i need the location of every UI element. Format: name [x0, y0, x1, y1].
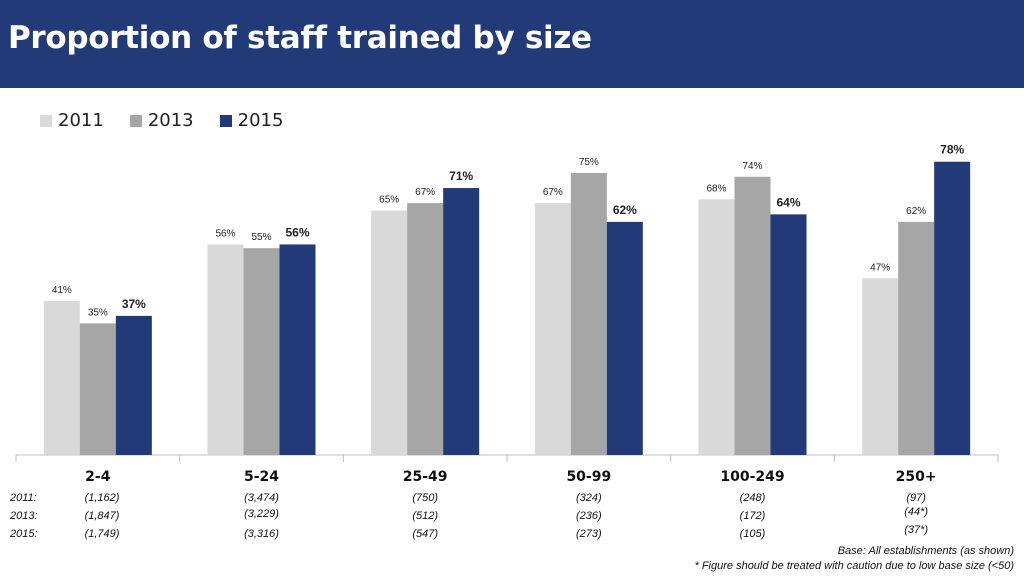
base-size-cell: (44*) — [904, 506, 929, 518]
base-size-cell: (1,749) — [84, 528, 120, 540]
base-row-label-2013: 2013: — [10, 510, 38, 522]
base-row-label-2011: 2011: — [10, 492, 37, 504]
bar-2015-250+ — [934, 161, 971, 455]
category-label-250+: 250+ — [896, 469, 937, 485]
data-label-2013-100-249: 74% — [742, 161, 762, 172]
data-label-2011-25-49: 65% — [379, 195, 399, 206]
legend-label-2013: 2013 — [147, 110, 194, 131]
bar-2011-250+ — [862, 278, 899, 455]
base-size-cell: (512) — [412, 510, 438, 522]
footnotes: Base: All establishments (as shown) * Fi… — [695, 544, 1015, 574]
legend-swatch-2013 — [129, 114, 142, 127]
base-size-cell: (37*) — [904, 524, 929, 536]
category-label-100-249: 100-249 — [720, 469, 784, 485]
legend-label-2011: 2011 — [58, 110, 104, 131]
base-size-cell: (324) — [575, 492, 602, 504]
bar-2011-100-249 — [698, 199, 735, 455]
data-label-2011-250+: 47% — [870, 262, 890, 273]
bar-2011-5-24 — [207, 244, 244, 455]
bar-2015-5-24 — [279, 244, 316, 455]
legend-item-2015: 2015 — [219, 110, 284, 131]
legend-label-2015: 2015 — [237, 110, 284, 131]
legend-item-2013: 2013 — [129, 110, 194, 131]
data-label-2013-250+: 62% — [906, 206, 926, 217]
bar-2015-100-249 — [770, 214, 807, 455]
base-size-cell: (236) — [575, 510, 602, 522]
data-label-2013-50-99: 75% — [579, 157, 599, 168]
base-row-label-2015: 2015: — [10, 528, 38, 540]
data-label-2011-5-24: 56% — [215, 228, 235, 239]
data-label-2013-2-4: 35% — [88, 307, 108, 318]
data-label-2015-250+: 78% — [940, 143, 964, 157]
data-label-2015-100-249: 64% — [776, 195, 800, 209]
category-label-2-4: 2-4 — [85, 469, 111, 485]
data-label-2015-25-49: 71% — [449, 169, 473, 183]
base-size-cell: (273) — [575, 528, 602, 540]
category-label-50-99: 50-99 — [566, 469, 611, 485]
bar-2013-2-4 — [79, 323, 116, 455]
base-size-cell: (3,474) — [244, 492, 279, 504]
category-label-25-49: 25-49 — [403, 469, 448, 485]
data-label-2011-50-99: 67% — [543, 187, 563, 198]
legend: 2011 2013 2015 — [40, 110, 283, 131]
page-title: Proportion of staff trained by size — [8, 20, 592, 56]
base-size-cell: (547) — [412, 528, 438, 540]
base-size-table: 2011: 2013: 2015: (1,162) (3,474) (750) (32… — [0, 492, 1024, 544]
data-label-2015-50-99: 62% — [613, 203, 637, 217]
legend-swatch-2015 — [219, 114, 232, 127]
bar-2015-25-49 — [443, 188, 480, 456]
bar-2013-50-99 — [570, 173, 607, 455]
base-note: Base: All establishments (as shown) — [837, 545, 1014, 557]
base-size-cell: (750) — [412, 492, 438, 504]
category-label-5-24: 5-24 — [244, 469, 279, 485]
bar-2011-25-49 — [371, 210, 408, 455]
data-label-2015-5-24: 56% — [285, 225, 309, 239]
data-label-2011-100-249: 68% — [706, 183, 726, 194]
legend-item-2011: 2011 — [40, 110, 104, 131]
bar-2015-50-99 — [606, 221, 643, 455]
bar-2013-5-24 — [243, 248, 280, 455]
base-size-cell: (97) — [906, 492, 926, 504]
base-size-cell: (172) — [739, 510, 766, 522]
data-label-2013-5-24: 55% — [251, 232, 271, 243]
base-size-cell: (1,847) — [84, 510, 120, 522]
base-size-cell: (105) — [739, 528, 766, 540]
bar-2011-2-4 — [43, 300, 80, 455]
base-size-cell: (1,162) — [84, 492, 120, 504]
bar-2013-100-249 — [734, 176, 771, 455]
base-size-cell: (3,229) — [244, 508, 279, 520]
bar-2013-25-49 — [407, 203, 444, 455]
bar-2013-250+ — [898, 221, 935, 455]
legend-swatch-2011 — [40, 114, 52, 127]
data-label-2015-2-4: 37% — [122, 297, 146, 311]
data-label-2013-25-49: 67% — [415, 187, 435, 198]
base-size-cell: (3,316) — [244, 528, 279, 540]
header-bar: Proportion of staff trained by size — [0, 0, 1024, 88]
base-size-cell: (248) — [739, 492, 766, 504]
data-label-2011-2-4: 41% — [52, 285, 72, 296]
bar-chart: 41% 35% 37% 2-4 56% 55% 56% 5-24 65% 67% 71% 25-49 6… — [15, 143, 999, 485]
bar-2015-2-4 — [115, 315, 152, 455]
caution-note: * Figure should be treated with caution … — [694, 560, 1015, 572]
bar-2011-50-99 — [534, 203, 571, 455]
